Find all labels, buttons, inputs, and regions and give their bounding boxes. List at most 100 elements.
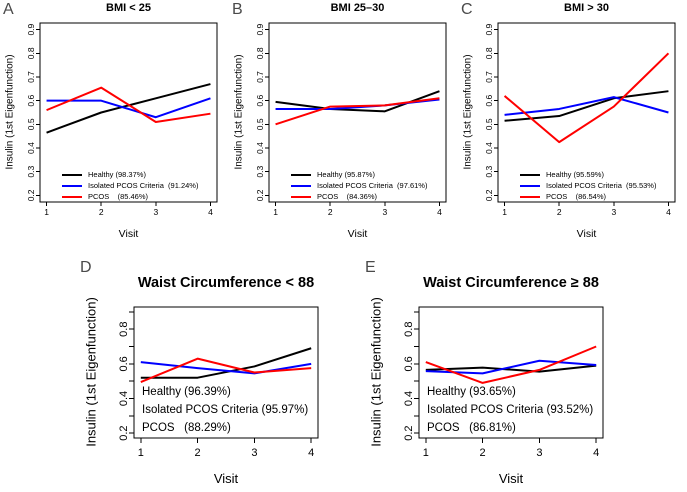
legend-entry-label: PCOS (85.46%) [88,192,149,201]
panel-title: BMI 25–30 [330,2,385,14]
plot-area: 0.2 0.3 0.4 0.5 0.6 0.7 0.8 0.9 1 2 3 4 [484,22,676,217]
legend-entry-label: Isolated PCOS Criteria (97.61%) [317,181,428,190]
panel-title: Waist Circumference < 88 [137,275,315,291]
plot-area: 0.2 0.3 0.4 0.5 0.6 0.7 0.8 0.9 1 2 3 4 [255,22,447,217]
panel-bmi-over-30: C BMI > 30 Insulin (1st Eigenfunction) 0… [458,0,687,246]
panel-letter: D [80,259,92,276]
legend-entry: Isolated PCOS Criteria (95.53%) [520,180,656,191]
panel-waist-over-88: E Waist Circumference ≥ 88 Insulin (1st … [357,246,627,492]
legend-entry-label: Isolated PCOS Criteria (95.97%) [142,404,309,416]
y-tick-label: 0.8 [118,322,130,337]
legend-entry: Isolated PCOS Criteria (95.97%) [142,401,308,419]
y-tick-label: 0.4 [118,391,130,406]
legend-swatch-line [291,173,311,176]
y-tick-label: 0.4 [484,142,494,154]
x-tick-label: 4 [308,447,314,459]
legend-entry: Isolated PCOS Criteria (91.24%) [62,180,198,191]
x-tick-label: 3 [536,447,542,459]
legend-entry-label: Healthy (95.59%) [546,170,604,179]
legend-swatch-line [520,184,540,187]
top-row: A BMI < 25 Insulin (1st Eigenfunction) 0… [0,0,687,246]
legend-entry: PCOS (84.36%) [291,191,427,202]
x-tick-label: 2 [195,447,201,459]
y-tick-label: 0.9 [484,23,494,35]
series-line-healthy [425,364,597,373]
panel-title: Waist Circumference ≥ 88 [423,275,599,291]
panel-letter: B [232,1,243,18]
plot-area: 0.2 0.4 0.6 0.8 1 2 3 4 [118,306,319,459]
x-tick-label: 1 [423,447,429,459]
legend: Healthy (95.87%) Isolated PCOS Criteria (… [291,169,427,202]
x-tick-label: 1 [44,207,49,217]
panel-waist-under-88: D Waist Circumference < 88 Insulin (1st … [72,246,342,492]
legend-entry-label: Healthy (96.39%) [142,386,231,398]
y-tick-label: 0.5 [484,118,494,130]
series-line-pcos [503,52,670,144]
legend-entry: Healthy (96.39%) [142,383,308,401]
legend-entry-label: PCOS (86.81%) [427,422,516,434]
x-tick-label: 4 [208,207,213,217]
x-tick-label: 3 [611,207,616,217]
y-tick-label: 0.3 [255,166,265,178]
y-tick-label: 0.4 [403,391,415,406]
y-tick-label: 0.2 [403,425,415,440]
y-tick-label: 0.8 [26,47,36,59]
y-tick-label: 0.6 [403,356,415,371]
plot-frame [418,306,604,439]
y-tick-label: 0.6 [118,356,130,371]
y-tick-label: 0.5 [26,118,36,130]
legend-entry-label: PCOS (84.36%) [317,192,378,201]
x-tick-label: 2 [99,207,104,217]
legend-swatch-line [62,195,82,198]
plot-frame [39,22,218,203]
legend-entry-label: Healthy (98.37%) [88,170,146,179]
legend: Healthy (96.39%) Isolated PCOS Criteria (… [142,383,308,437]
legend-entry-label: Isolated PCOS Criteria (93.52%) [427,404,594,416]
y-tick-label: 0.5 [255,118,265,130]
legend-entry: Isolated PCOS Criteria (97.61%) [291,180,427,191]
legend-swatch-line [520,195,540,198]
series-line-isolated-pcos-criteria [46,97,211,119]
legend-entry: Healthy (95.59%) [520,169,656,180]
plot-frame [133,306,319,439]
x-tick-label: 3 [251,447,257,459]
legend-entry: PCOS (86.54%) [520,191,656,202]
x-axis-label: Visit [347,228,368,240]
legend-entry: Healthy (95.87%) [291,169,427,180]
series-line-pcos [275,97,440,126]
x-tick-label: 2 [557,207,562,217]
y-tick-label: 0.6 [26,94,36,106]
y-tick-label: 0.9 [255,23,265,35]
bottom-row: D Waist Circumference < 88 Insulin (1st … [72,246,627,492]
legend-entry: Isolated PCOS Criteria (93.52%) [427,401,593,419]
legend-swatch-line [520,173,540,176]
legend: Healthy (98.37%) Isolated PCOS Criteria (… [62,169,198,202]
panel-bmi-25-30: B BMI 25–30 Insulin (1st Eigenfunction) … [229,0,458,246]
y-tick-label: 0.6 [255,94,265,106]
legend-swatch-line [62,184,82,187]
x-tick-label: 2 [328,207,333,217]
y-tick-label: 0.2 [484,189,494,201]
legend-swatch-line [291,184,311,187]
plot-frame [268,22,447,203]
y-tick-label: 0.8 [255,47,265,59]
legend-entry-label: Isolated PCOS Criteria (95.53%) [546,181,657,190]
x-axis-label: Visit [498,471,524,486]
x-axis-label: Visit [118,228,139,240]
x-axis-label: Visit [213,471,239,486]
y-tick-label: 0.2 [118,425,130,440]
legend-entry-label: Healthy (93.65%) [427,386,516,398]
legend-entry: PCOS (85.46%) [62,191,198,202]
y-tick-label: 0.4 [26,142,36,154]
x-axis-label: Visit [576,228,597,240]
y-tick-label: 0.3 [484,166,494,178]
panel-letter: C [461,1,473,18]
x-tick-label: 1 [138,447,144,459]
legend-entry: Healthy (98.37%) [62,169,198,180]
legend: Healthy (95.59%) Isolated PCOS Criteria (… [520,169,656,202]
panel-letter: A [3,1,14,18]
legend-entry: PCOS (86.81%) [427,419,593,437]
y-tick-label: 0.3 [26,166,36,178]
panel-bmi-under-25: A BMI < 25 Insulin (1st Eigenfunction) 0… [0,0,229,246]
